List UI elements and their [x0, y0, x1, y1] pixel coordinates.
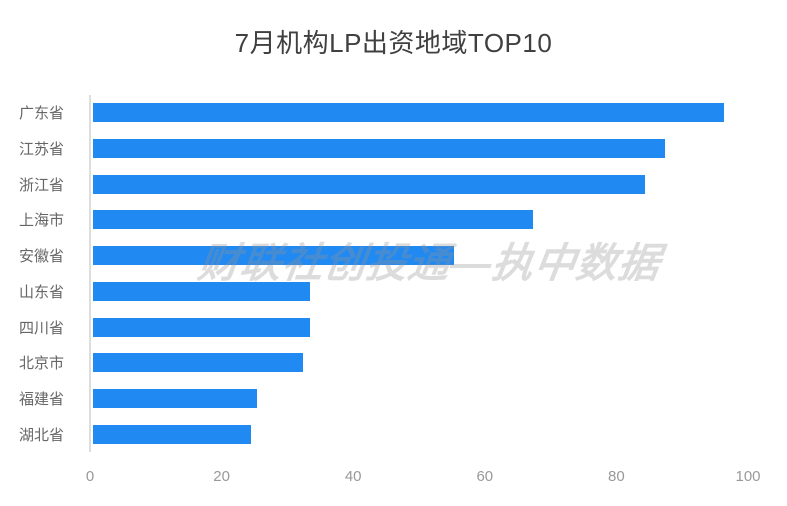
- x-tick-label: 60: [476, 468, 494, 485]
- bar-row: [93, 274, 750, 310]
- bar[interactable]: [93, 317, 310, 337]
- bar-row: [93, 166, 750, 202]
- category-label: 北京市: [18, 355, 64, 373]
- bar[interactable]: [93, 281, 310, 301]
- x-tick-label: 80: [608, 468, 625, 485]
- plot-area: [89, 95, 750, 452]
- bar[interactable]: [93, 424, 251, 444]
- category-label: 安徽省: [18, 248, 64, 266]
- x-axis: 0 20 40 60 80 100: [86, 467, 761, 487]
- bar-row: [93, 238, 750, 274]
- x-tick-label: 0: [85, 468, 95, 485]
- y-axis-labels: 广东省江苏省浙江省上海市安徽省山东省四川省北京市福建省湖北省: [0, 95, 64, 452]
- bar[interactable]: [93, 210, 534, 230]
- bar-row: [93, 95, 750, 131]
- bars-area: [93, 95, 750, 452]
- category-label: 山东省: [18, 283, 64, 301]
- x-tick-label: 40: [344, 468, 362, 485]
- x-tick-label: 20: [213, 468, 230, 485]
- bar-row: [93, 381, 750, 417]
- bar-row: [93, 416, 750, 452]
- bar[interactable]: [93, 103, 724, 123]
- category-label: 广东省: [18, 105, 64, 123]
- bar-row: [93, 131, 750, 167]
- bar[interactable]: [93, 353, 304, 373]
- category-label: 上海市: [18, 212, 64, 230]
- category-label: 浙江省: [18, 176, 64, 194]
- bar[interactable]: [93, 139, 665, 159]
- bar[interactable]: [93, 174, 645, 194]
- bar-row: [93, 345, 750, 381]
- x-tick-label: 100: [735, 468, 761, 485]
- bar[interactable]: [93, 388, 258, 408]
- bar[interactable]: [93, 246, 455, 266]
- chart-title: 7月机构LP出资地域TOP10: [234, 28, 553, 58]
- bar-row: [93, 202, 750, 238]
- category-label: 湖北省: [18, 426, 64, 444]
- category-label: 福建省: [18, 390, 64, 408]
- bar-row: [93, 309, 750, 345]
- category-label: 江苏省: [18, 141, 64, 159]
- category-label: 四川省: [18, 319, 64, 337]
